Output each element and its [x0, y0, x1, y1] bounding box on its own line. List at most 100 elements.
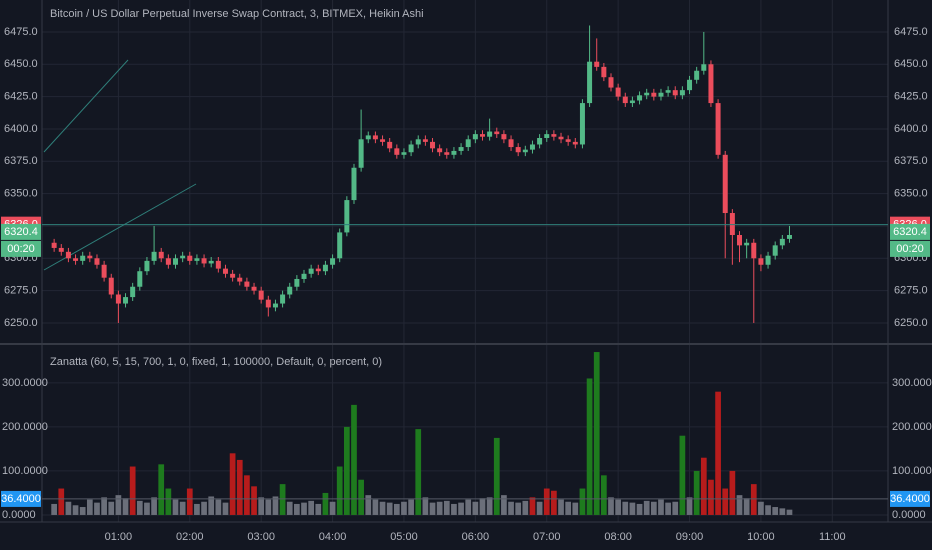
- candle-body: [330, 258, 336, 265]
- bar: [758, 501, 764, 515]
- candle-body: [87, 255, 93, 259]
- candle-body: [622, 96, 628, 104]
- bar: [715, 391, 721, 515]
- y-tick-label: 6475.0: [894, 26, 928, 38]
- candle-body: [701, 64, 707, 71]
- candle-body: [137, 271, 143, 287]
- candle-body: [294, 278, 300, 287]
- y-tick-label: 6400.0: [894, 123, 928, 135]
- bar: [365, 495, 372, 515]
- candle-body: [258, 290, 264, 300]
- price-label-box: [890, 223, 930, 240]
- bar: [308, 500, 315, 515]
- candle-body: [644, 92, 650, 96]
- bar: [122, 498, 129, 515]
- candle-body: [444, 152, 450, 155]
- candle-body: [422, 139, 428, 142]
- candle-body: [515, 147, 521, 153]
- bar: [244, 475, 250, 515]
- bar: [201, 501, 207, 515]
- candle-body: [751, 242, 757, 259]
- bar: [172, 499, 179, 515]
- candle-body: [629, 100, 635, 104]
- bar: [608, 497, 614, 515]
- bar: [408, 499, 414, 515]
- bar: [765, 505, 771, 515]
- bar: [286, 501, 293, 515]
- candle-body: [579, 103, 585, 145]
- bar: [679, 435, 686, 515]
- candle-body: [715, 103, 721, 155]
- bar: [593, 352, 600, 515]
- bar: [743, 498, 750, 515]
- candle-body: [537, 138, 543, 145]
- y-tick-label: 6275.0: [894, 285, 928, 297]
- candle-body: [301, 273, 307, 279]
- y-tick-label: 200.0000: [892, 421, 932, 433]
- price-label-box: [1, 223, 41, 240]
- bar: [315, 503, 322, 515]
- candle-body: [144, 260, 150, 272]
- price-label: 36.4000: [890, 493, 930, 505]
- y-tick-label: 6350.0: [4, 188, 38, 200]
- bar: [422, 497, 429, 515]
- bar: [265, 499, 272, 515]
- candle-body: [80, 255, 86, 261]
- bar: [565, 501, 572, 515]
- bar: [558, 499, 564, 515]
- bar: [472, 501, 479, 515]
- bar: [343, 426, 350, 515]
- candle-body: [272, 303, 278, 308]
- bar: [529, 497, 536, 515]
- x-tick-label: 07:00: [533, 531, 561, 543]
- y-tick-label: 6375.0: [894, 155, 928, 167]
- candle-body: [344, 200, 350, 233]
- candle-body: [779, 238, 785, 246]
- bar: [650, 501, 657, 515]
- candle-body: [430, 141, 436, 149]
- bar: [215, 499, 222, 515]
- candle-body: [487, 131, 493, 137]
- candle-body: [437, 148, 443, 153]
- bar: [515, 502, 522, 515]
- candle-body: [615, 87, 621, 97]
- bar: [336, 466, 343, 515]
- bar: [458, 502, 464, 515]
- bar: [700, 457, 707, 515]
- bar: [379, 501, 386, 515]
- candle-body: [380, 139, 386, 142]
- bar: [108, 501, 115, 515]
- bar: [186, 488, 193, 515]
- candle-body: [472, 134, 478, 140]
- bar: [101, 497, 107, 515]
- candle-body: [408, 144, 414, 153]
- candle-body: [351, 167, 357, 201]
- bar: [251, 486, 257, 515]
- x-tick-label: 09:00: [676, 531, 704, 543]
- candle-body: [401, 152, 407, 155]
- candle-body: [180, 255, 186, 259]
- bar: [386, 502, 393, 515]
- bar: [665, 502, 671, 515]
- bar: [643, 500, 650, 515]
- candle-body: [222, 268, 228, 274]
- candle-body: [687, 79, 693, 91]
- candle-body: [722, 154, 728, 214]
- candle-body: [508, 139, 514, 148]
- y-tick-label: 6450.0: [4, 58, 38, 70]
- bar: [622, 501, 629, 515]
- candle-body: [458, 147, 464, 151]
- x-tick-label: 06:00: [462, 531, 490, 543]
- candle-body: [358, 139, 364, 168]
- candle-body: [151, 251, 157, 261]
- bar: [229, 453, 236, 515]
- candle-body: [208, 260, 214, 264]
- candle-body: [115, 294, 121, 304]
- bar: [415, 429, 422, 515]
- bar: [208, 496, 215, 515]
- bar: [72, 505, 79, 515]
- bar: [358, 479, 364, 515]
- y-tick-label: 300.0000: [2, 377, 48, 389]
